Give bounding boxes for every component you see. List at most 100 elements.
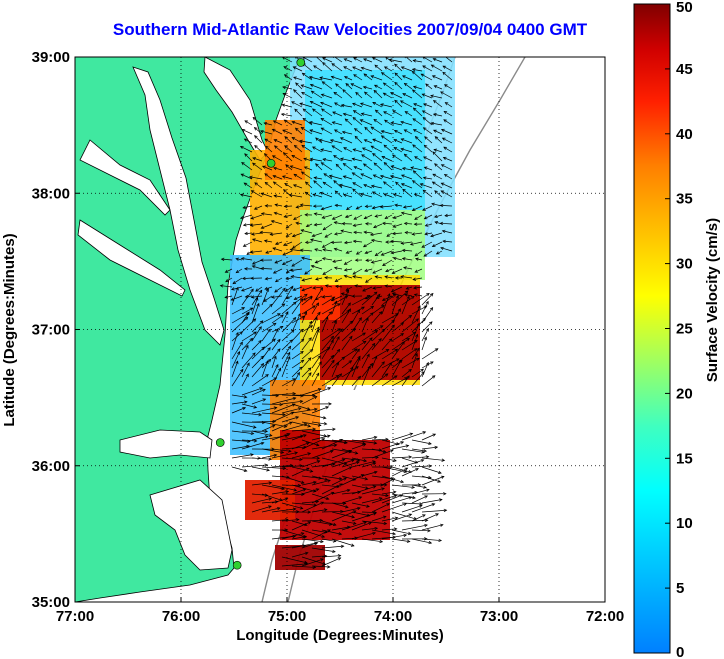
velocity-arrowhead [422, 431, 427, 435]
velocity-arrowhead [293, 173, 298, 177]
velocity-arrow [291, 536, 307, 540]
velocity-arrow [225, 277, 233, 283]
velocity-arrowhead [354, 135, 359, 140]
velocity-arrow [291, 137, 303, 144]
velocity-arrow [290, 165, 303, 171]
velocity-arrowhead [246, 311, 250, 316]
velocity-arrowhead [401, 167, 406, 171]
velocity-arrow [401, 296, 415, 306]
velocity-arrowhead [370, 126, 375, 130]
velocity-arrow [301, 286, 313, 291]
velocity-arrow [314, 177, 323, 180]
velocity-arrowhead [363, 139, 368, 143]
velocity-arrow [311, 421, 327, 425]
velocity-arrow [345, 214, 353, 218]
velocity-arrowhead [344, 118, 349, 122]
velocity-arrowhead [363, 230, 368, 234]
velocity-arrow [401, 296, 410, 315]
velocity-arrow [433, 113, 443, 117]
velocity-arrowhead [362, 244, 367, 248]
velocity-arrowhead [311, 233, 316, 238]
velocity-arrow [235, 258, 243, 261]
velocity-arrow [311, 326, 320, 342]
velocity-arrowhead [402, 188, 406, 193]
velocity-arrowhead [439, 221, 444, 226]
velocity-arrowhead [400, 174, 405, 178]
velocity-arrow [334, 221, 343, 225]
velocity-arrow [291, 329, 304, 342]
velocity-arrowhead [379, 497, 383, 501]
velocity-arrow [311, 355, 321, 369]
velocity-arrowhead [361, 306, 365, 310]
velocity-arrow [402, 258, 413, 261]
velocity-arrow [335, 164, 343, 171]
velocity-arrow [311, 493, 329, 500]
velocity-arrowhead [259, 258, 264, 262]
velocity-arrowhead [282, 466, 287, 470]
velocity-arrow [312, 286, 323, 289]
velocity-arrow [261, 377, 277, 387]
velocity-arrowhead [235, 360, 239, 365]
velocity-arrowhead [383, 111, 387, 115]
velocity-arrowhead [316, 456, 321, 460]
velocity-arrow [391, 338, 410, 351]
velocity-arrow [352, 268, 363, 275]
velocity-arrowhead [352, 271, 357, 275]
velocity-arrowhead [240, 368, 244, 373]
velocity-arrowhead [340, 292, 345, 296]
velocity-arrowhead [379, 325, 384, 329]
velocity-arrow [271, 421, 293, 432]
velocity-arrowhead [442, 156, 447, 160]
velocity-arrowhead [439, 523, 444, 527]
velocity-arrowhead [362, 163, 367, 167]
velocity-arrowhead [400, 275, 404, 279]
velocity-arrowhead [291, 245, 296, 249]
velocity-arrowhead [240, 257, 245, 261]
speed-region [300, 210, 425, 280]
velocity-arrowhead [317, 355, 321, 359]
velocity-arrow [434, 136, 443, 144]
velocity-arrowhead [283, 66, 287, 70]
velocity-arrowhead [343, 261, 348, 265]
velocity-arrow [291, 452, 311, 459]
velocity-arrowhead [333, 91, 338, 96]
velocity-arrowhead [366, 504, 370, 508]
velocity-arrow [281, 352, 291, 369]
velocity-arrowhead [352, 328, 356, 332]
velocity-arrowhead [441, 137, 446, 141]
velocity-arrowhead [393, 138, 398, 143]
velocity-arrowhead [417, 483, 422, 487]
colorbar-tick-label: 25 [676, 321, 693, 338]
velocity-arrow [432, 173, 443, 180]
velocity-arrow [321, 475, 342, 480]
velocity-arrow [373, 174, 383, 180]
velocity-arrowhead [241, 307, 246, 311]
velocity-arrow [383, 82, 393, 90]
velocity-arrow [400, 121, 413, 126]
velocity-arrow [353, 74, 363, 81]
velocity-arrow [444, 214, 453, 217]
velocity-arrow [313, 180, 323, 189]
velocity-arrowhead [353, 74, 357, 78]
velocity-arrow [286, 232, 293, 237]
velocity-arrowhead [400, 138, 405, 142]
velocity-arrowhead [321, 257, 326, 261]
velocity-arrowhead [277, 348, 281, 352]
velocity-arrow [311, 450, 334, 459]
velocity-arrowhead [333, 247, 338, 251]
velocity-arrowhead [302, 57, 306, 60]
velocity-arrowhead [332, 539, 337, 543]
velocity-arrow [251, 498, 272, 504]
velocity-arrow [382, 259, 393, 266]
velocity-arrowhead [352, 110, 357, 114]
velocity-arrow [432, 75, 443, 81]
velocity-arrow [251, 374, 269, 387]
velocity-arrowhead [419, 502, 423, 506]
velocity-arrow [241, 387, 263, 396]
velocity-arrowhead [332, 111, 336, 115]
velocity-arrow [380, 104, 393, 108]
velocity-arrowhead [299, 457, 303, 462]
velocity-arrow [414, 193, 423, 198]
velocity-arrow [383, 162, 393, 171]
velocity-arrow [281, 394, 304, 397]
